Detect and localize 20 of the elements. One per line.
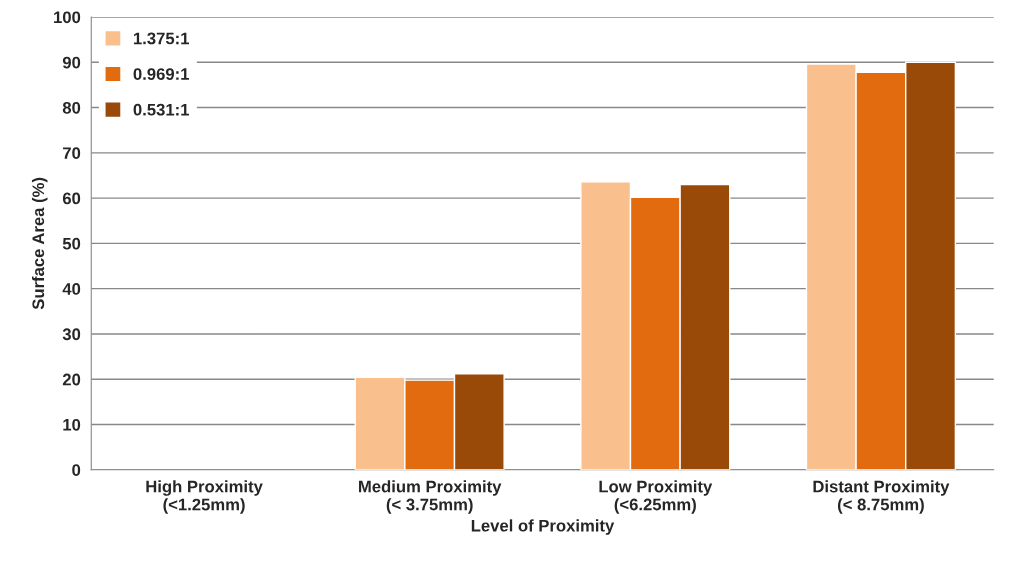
y-tick-label: 70 [63,147,81,160]
y-tick-label: 80 [62,101,81,114]
y-tick-label: 60 [62,192,81,205]
y-axis-title: Surface Area (%) [31,177,48,310]
y-tick-label: 20 [62,373,81,386]
x-tick-label: Low Proximity (<6.25mm) [599,480,713,514]
y-tick-label: 40 [62,283,81,295]
y-tick-label: 30 [62,328,81,341]
legend-label: 1.375:1 [133,32,189,45]
y-tick-label: 100 [54,11,81,24]
y-tick-label: 50 [62,237,81,250]
y-tick-label: 10 [63,418,81,431]
legend-label: 0.969:1 [133,68,189,80]
x-tick-label: High Proximity (<1.25mm) [146,480,263,514]
y-tick-label: 0 [72,464,81,476]
x-tick-label: Distant Proximity (< 8.75mm) [813,480,950,514]
legend-label: 0.531:1 [133,103,189,116]
x-axis-title: Level of Proximity [471,519,615,535]
x-tick-label: Medium Proximity (< 3.75mm) [359,480,502,514]
y-tick-label: 90 [62,56,81,69]
